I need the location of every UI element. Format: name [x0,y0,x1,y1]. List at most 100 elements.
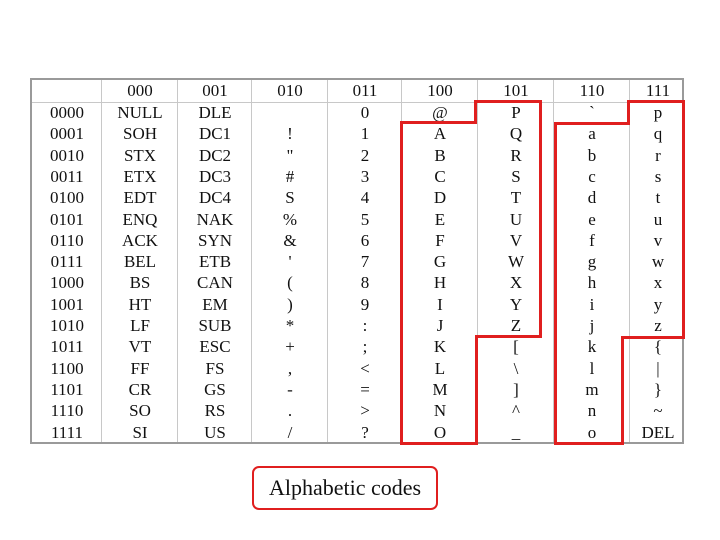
column-divider [553,80,554,442]
code-cell: j [589,316,595,335]
code-cell: _ [511,422,521,442]
code-cell: HT [128,294,152,314]
lowercase-highlight-top [627,100,685,103]
code-cell: F [435,230,445,250]
code-cell: ] [513,379,519,399]
lowercase-highlight-inner-right [621,336,624,445]
row-header: 0100 [50,188,84,208]
code-cell: 9 [360,294,370,314]
column-divider [477,80,478,442]
code-cell: J [436,316,444,335]
code-cell: ENQ [122,209,158,229]
code-cell: ESC [199,337,231,357]
code-cell: n [587,401,597,421]
code-cell: ) [287,294,293,314]
code-cell: e [588,209,596,229]
column-header: 000 [127,81,153,100]
row-header: 1001 [50,294,84,314]
code-cell: D [433,188,447,208]
column-divider [629,80,630,442]
code-cell: 1 [360,124,370,144]
code-cell: < [360,358,370,378]
code-cell: B [434,145,446,165]
code-cell: EDT [123,188,157,208]
code-cell: ETX [123,166,157,186]
code-cell: FF [130,358,150,378]
code-cell: SI [132,422,148,442]
code-cell: [ [513,337,519,357]
row-header: 1110 [50,401,84,421]
code-cell: T [510,188,522,208]
code-cell: H [433,273,447,293]
code-cell: SUB [198,316,232,335]
code-cell: DC3 [198,166,232,186]
code-cell: 4 [360,188,370,208]
code-cell: s [654,166,662,186]
code-cell: z [654,316,662,335]
code-cell: RS [204,401,226,421]
code-cell: ; [362,337,368,357]
code-cell: SO [129,401,151,421]
column-divider [177,80,178,442]
code-cell: Y [509,294,523,314]
column-divider [251,80,252,442]
code-cell: BEL [123,252,157,272]
code-cell: i [589,294,595,314]
column-divider [327,80,328,442]
column-header: 111 [645,81,671,100]
code-cell: } [653,379,663,399]
ascii-code-table: 000 001 010 011 100 101 110 111 0000 NULL DLE 0 @ P ` p… [30,78,684,444]
code-cell: k [587,337,597,357]
code-cell: \ [513,358,519,378]
code-cell: SOH [122,124,157,144]
code-cell: ACK [122,230,158,250]
code-cell: { [653,337,663,357]
code-cell: " [286,145,294,165]
code-cell: x [653,273,663,293]
header-divider [32,102,682,103]
lowercase-highlight-step-left [627,100,630,125]
code-cell: ` [589,103,595,122]
column-header: 001 [202,81,228,100]
code-cell: c [588,166,596,186]
corner-header [32,80,102,102]
code-cell: 3 [360,166,370,186]
row-header: 0000 [50,103,84,122]
code-cell: ' [288,252,292,272]
code-cell: 6 [360,230,370,250]
row-header: 0110 [50,230,84,250]
code-cell: | [656,358,660,378]
code-cell: Z [510,316,522,335]
code-cell: ~ [653,401,663,421]
code-cell: L [434,358,446,378]
caption-label: Alphabetic codes [252,466,438,510]
code-cell: / [287,422,293,442]
code-cell: & [283,230,297,250]
code-cell: g [587,252,597,272]
code-cell: o [587,422,597,442]
row-header: 0010 [50,145,84,165]
code-cell: + [285,337,295,357]
code-cell: GS [204,379,226,399]
row-header: 1101 [50,379,84,399]
code-cell: SYN [197,230,232,250]
code-cell: STX [123,145,157,165]
code-cell: P [511,103,521,122]
code-cell: y [653,294,663,314]
code-cell: m [585,379,599,399]
code-cell: DC4 [198,188,232,208]
code-cell: 0 [360,103,370,122]
code-cell: , [287,358,293,378]
lowercase-highlight-inner-step [621,336,685,339]
column-header: 101 [503,81,529,100]
code-cell: EM [202,294,228,314]
row-header: 1100 [50,358,84,378]
code-cell: Q [509,124,523,144]
code-cell: S [285,188,295,208]
code-cell: US [204,422,226,442]
code-cell: R [510,145,522,165]
uppercase-highlight-left [400,121,403,445]
code-cell: ^ [512,401,520,421]
code-cell: CAN [197,273,233,293]
code-cell: % [282,209,298,229]
